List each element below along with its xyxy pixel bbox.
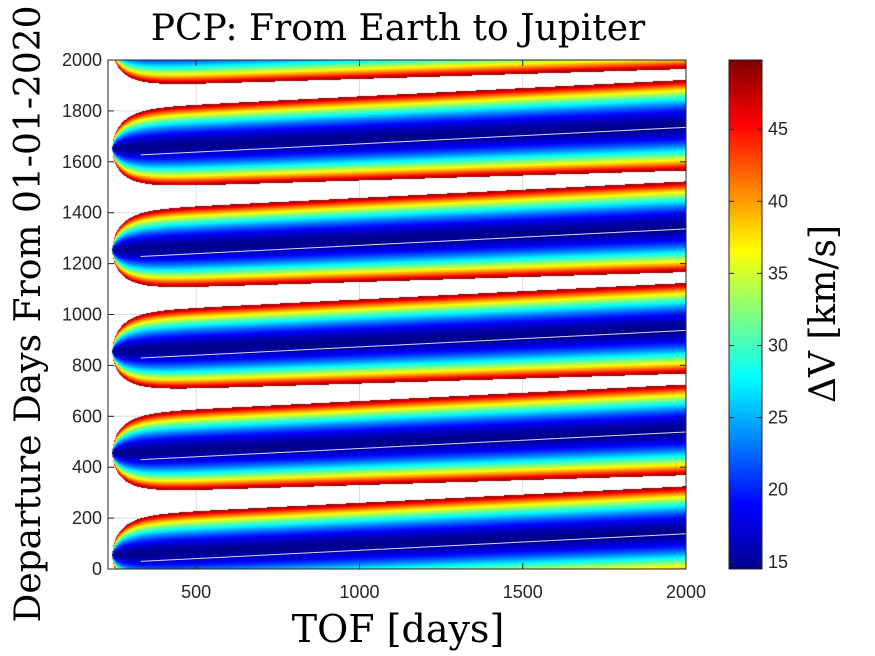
colorbar	[728, 59, 763, 570]
y-tick-label: 0	[92, 559, 102, 579]
optimum-ridge-line	[140, 329, 686, 359]
colorbar-ticks: 15 20 25 30 35 40 45	[729, 119, 788, 572]
optimum-ridge-line	[140, 228, 686, 257]
y-axis-ticks: 0 200 400 600 800 1000 1200 1400 1600 1800 2000	[62, 50, 686, 579]
delta-v-heatmap	[108, 60, 686, 569]
optimum-ridge-line	[140, 533, 686, 562]
y-tick-label: 800	[72, 355, 102, 375]
chart-title: PCP: From Earth to Jupiter	[151, 8, 646, 49]
y-tick-label: 1800	[62, 101, 102, 121]
colorbar-tick-label: 20	[768, 480, 788, 500]
colorbar-tick-label: 40	[768, 191, 788, 211]
colorbar-tick-label: 45	[768, 119, 788, 139]
y-tick-label: 400	[72, 457, 102, 477]
y-tick-label: 1000	[62, 305, 102, 325]
optimum-ridge-line	[140, 431, 686, 461]
optimum-ridges	[140, 126, 686, 562]
colorbar-tick-label: 25	[768, 408, 788, 428]
x-tick-label: 2000	[666, 582, 706, 602]
colorbar-label: ΔV [km/s]	[803, 225, 844, 403]
colorbar-tick-label: 35	[768, 263, 788, 283]
y-tick-label: 1400	[62, 203, 102, 223]
x-tick-label: 500	[181, 582, 211, 602]
y-tick-label: 1200	[62, 254, 102, 274]
x-axis-label: TOF [days]	[292, 607, 505, 651]
y-tick-label: 600	[72, 406, 102, 426]
colorbar-tick-label: 30	[768, 336, 788, 356]
y-tick-label: 2000	[62, 50, 102, 70]
y-tick-label: 200	[72, 508, 102, 528]
x-tick-label: 1500	[503, 582, 543, 602]
x-axis-ticks: 500 1000 1500 2000	[181, 60, 706, 602]
y-tick-label: 1600	[62, 152, 102, 172]
y-axis-label: Departure Days From 01-01-2020	[8, 5, 49, 622]
optimum-ridge-line	[140, 126, 686, 156]
x-tick-label: 1000	[339, 582, 379, 602]
colorbar-tick-label: 15	[768, 552, 788, 572]
